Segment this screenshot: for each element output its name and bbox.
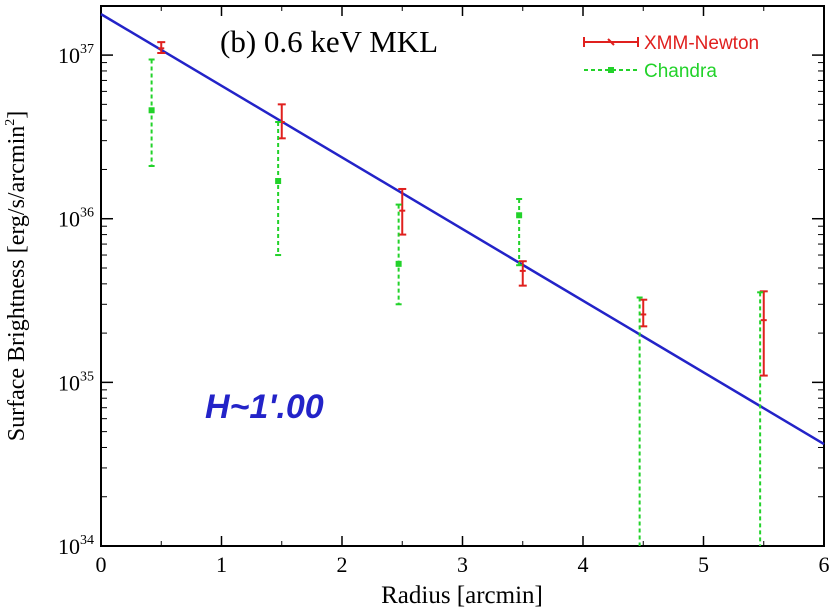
data-series <box>100 13 825 546</box>
y-tick-exp: 37 <box>80 42 94 57</box>
y-axis-label: Surface Brightness [erg/s/arcmin2] <box>3 111 30 441</box>
plot-frame <box>100 5 825 547</box>
chandra-point <box>275 178 282 185</box>
legend: XMM-Newton Chandra <box>583 33 759 82</box>
y-tick-label: 1037 <box>58 42 94 68</box>
y-tick-exp: 35 <box>80 369 94 384</box>
y-tick-base: 10 <box>58 207 80 232</box>
chandra-point <box>516 212 523 219</box>
legend-marker-xmm-newton <box>607 38 615 46</box>
x-tick-label: 1 <box>216 552 227 577</box>
chart-title: (b) 0.6 keV MKL <box>220 24 438 59</box>
y-tick-base: 10 <box>58 43 80 68</box>
model-line <box>100 13 825 446</box>
y-axis-label-sup: 2 <box>3 119 18 126</box>
x-axis-label: Radius [arcmin] <box>381 582 543 609</box>
chart-annotation: H~1'.00 <box>205 388 324 426</box>
x-tick-label: 2 <box>337 552 348 577</box>
y-tick-label: 1034 <box>58 533 94 559</box>
y-tick-exp: 36 <box>80 206 94 221</box>
legend-label-chandra: Chandra <box>644 61 717 82</box>
y-tick-exp: 34 <box>80 533 94 548</box>
x-tick-label: 6 <box>819 552 830 577</box>
legend-label-xmm-newton: XMM-Newton <box>644 33 759 54</box>
chandra-point <box>395 260 402 267</box>
y-axis-label-close: ] <box>4 111 30 119</box>
x-tick-label: 4 <box>578 552 589 577</box>
y-tick-label: 1035 <box>58 369 94 395</box>
x-tick-label: 0 <box>96 552 107 577</box>
legend-marker-chandra <box>608 67 614 73</box>
x-tick-label: 3 <box>457 552 468 577</box>
x-tick-label: 5 <box>698 552 709 577</box>
chandra-point <box>148 107 155 114</box>
y-axis-label-main: Surface Brightness [erg/s/arcmin <box>4 126 30 441</box>
y-tick-base: 10 <box>58 534 80 559</box>
y-tick-label: 1036 <box>58 206 94 232</box>
y-tick-base: 10 <box>58 370 80 395</box>
